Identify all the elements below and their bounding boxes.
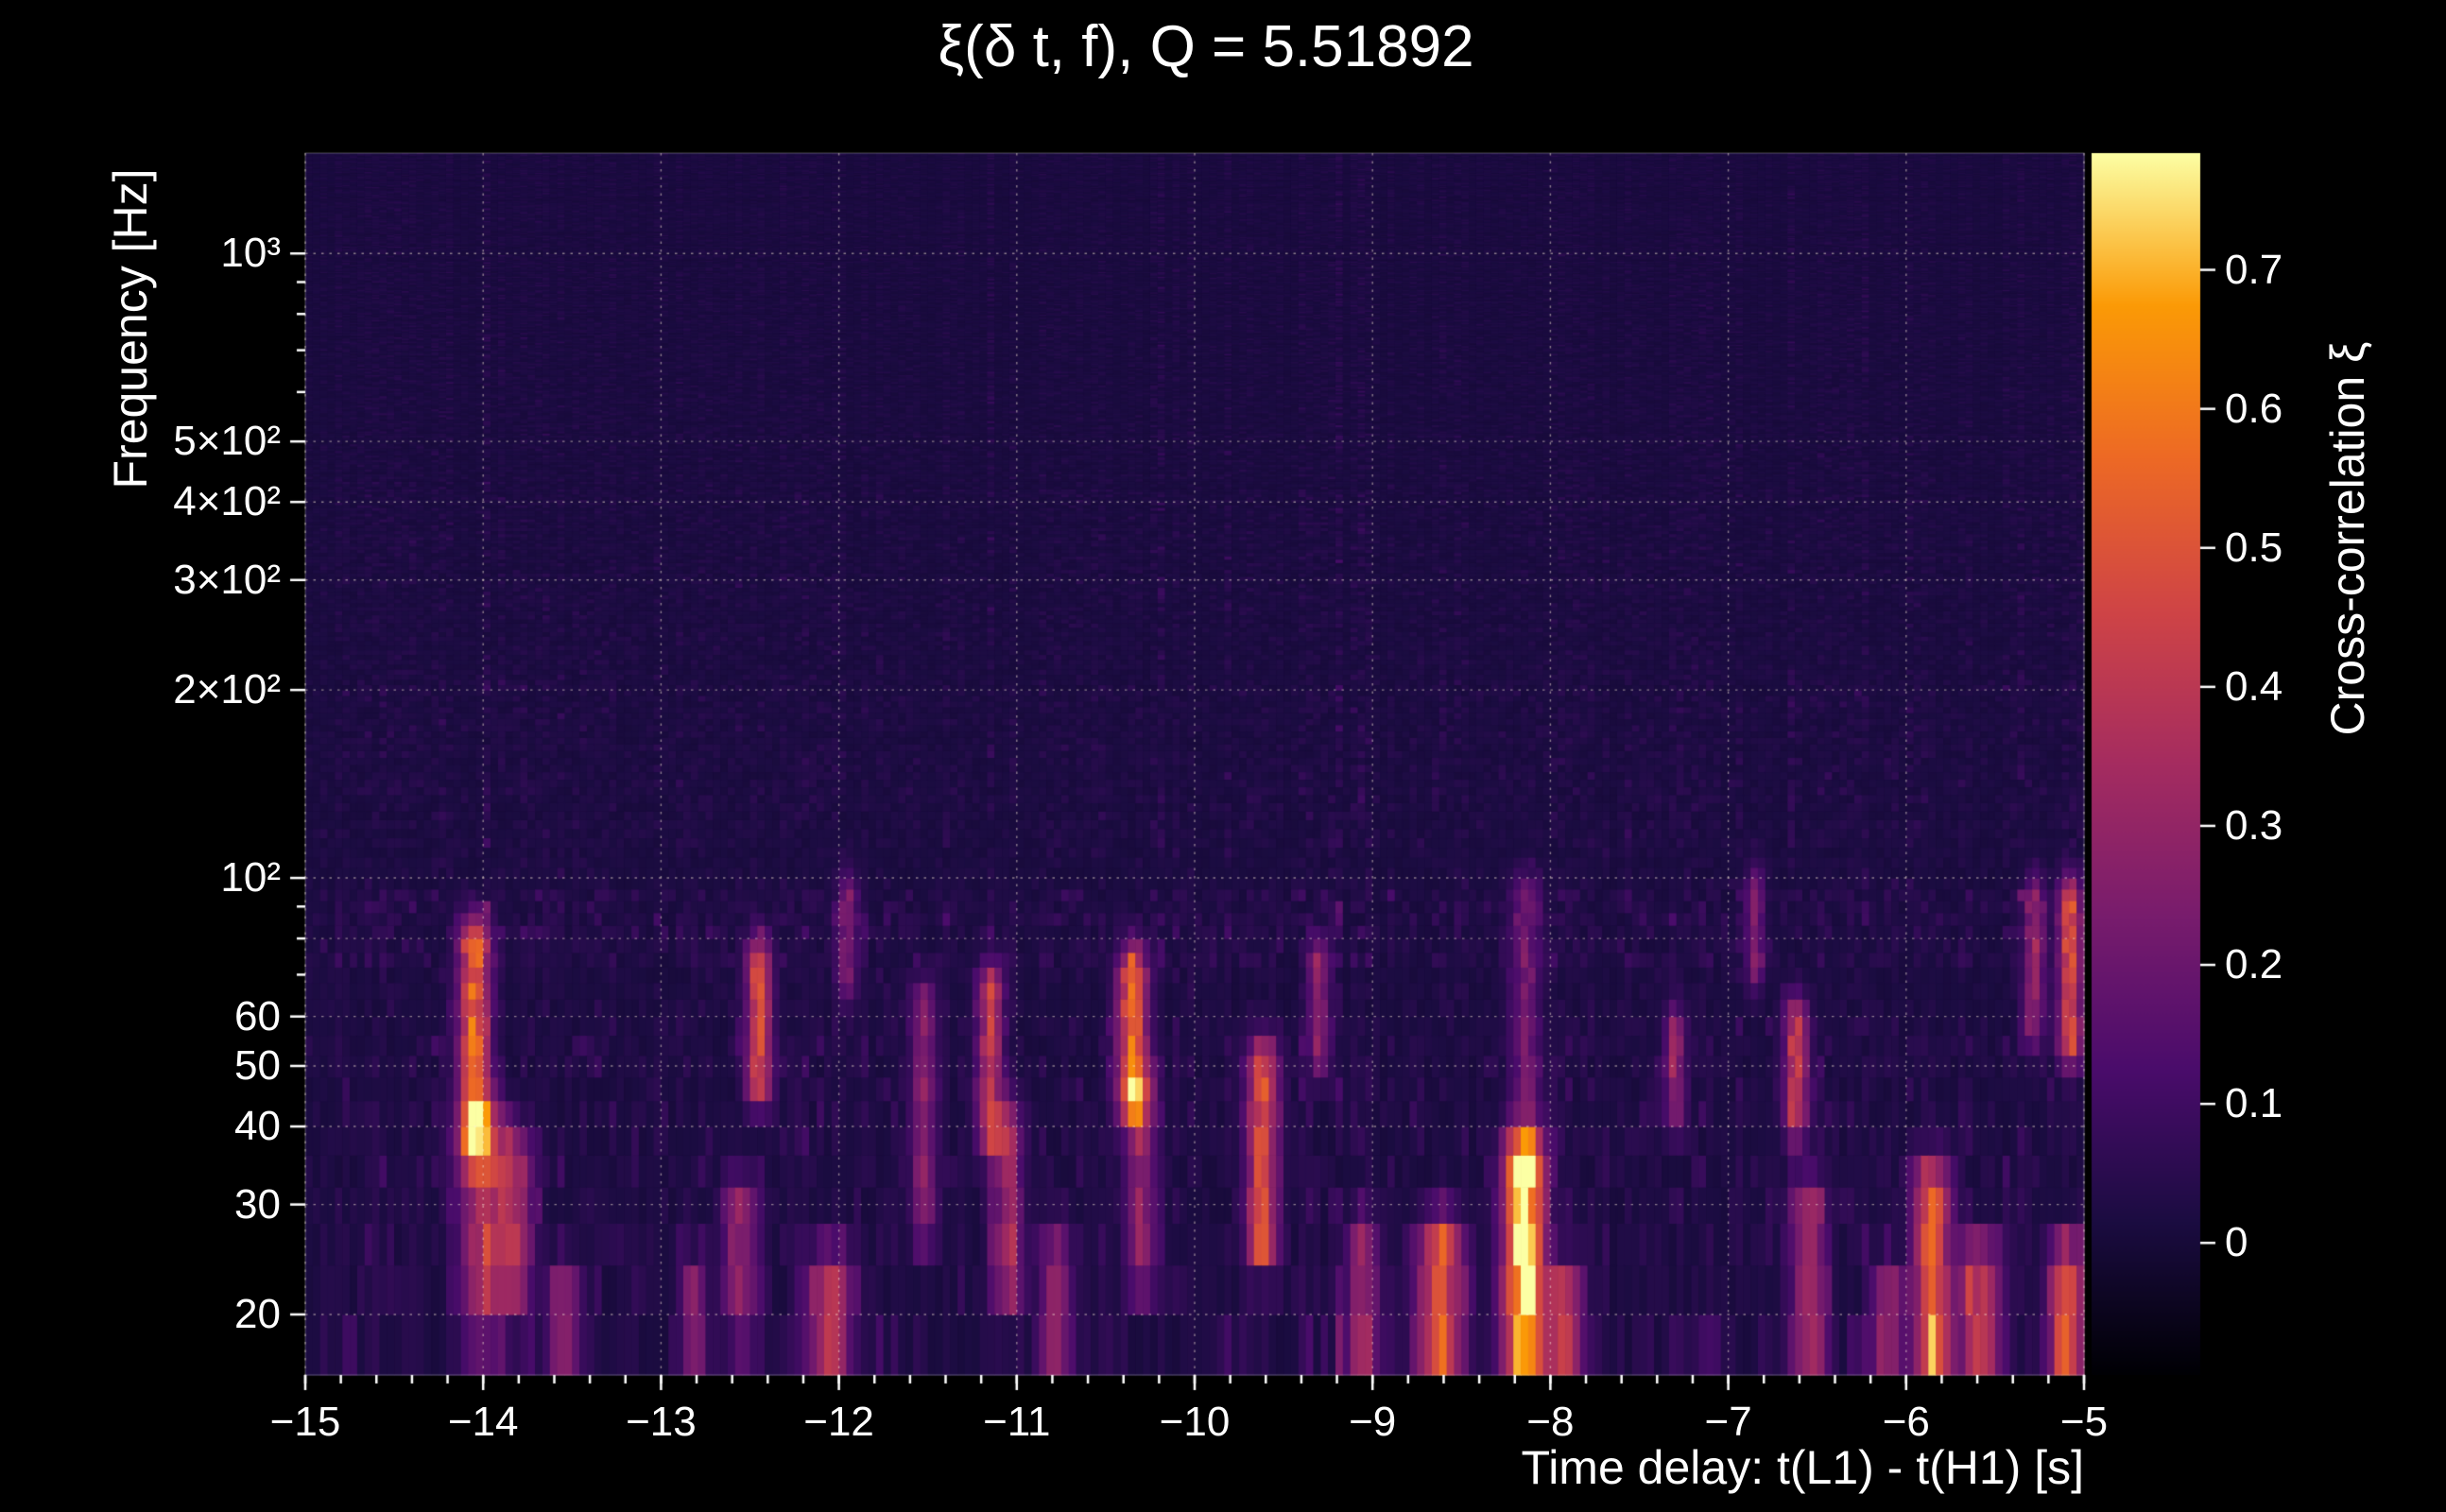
x-tick-label: −5 bbox=[2059, 1399, 2109, 1445]
y-tick-label: 50 bbox=[234, 1041, 281, 1089]
y-tick-label: 4×10² bbox=[173, 478, 281, 525]
colorbar-tick-label: 0 bbox=[2225, 1219, 2248, 1266]
y-tick-label: 3×10² bbox=[173, 556, 281, 603]
x-tick-label: −8 bbox=[1526, 1399, 1575, 1445]
y-tick-label: 30 bbox=[234, 1180, 281, 1228]
colorbar-tick-label: 0.6 bbox=[2225, 385, 2283, 432]
y-tick-label: 5×10² bbox=[173, 418, 281, 465]
x-tick-label: −10 bbox=[1159, 1399, 1231, 1445]
colorbar-tick-label: 0.7 bbox=[2225, 246, 2283, 293]
y-tick-label: 60 bbox=[234, 992, 281, 1040]
x-axis-title: Time delay: t(L1) - t(H1) [s] bbox=[1521, 1441, 2084, 1494]
y-tick-label: 10³ bbox=[220, 230, 281, 277]
colorbar-tick-label: 0.5 bbox=[2225, 524, 2283, 571]
y-tick-label: 2×10² bbox=[173, 666, 281, 713]
x-tick-label: −15 bbox=[269, 1399, 341, 1445]
x-tick-label: −9 bbox=[1349, 1399, 1397, 1445]
colorbar-tick-label: 0.4 bbox=[2225, 662, 2283, 710]
colorbar-tick-label: 0.2 bbox=[2225, 941, 2283, 988]
y-tick-label: 40 bbox=[234, 1103, 281, 1150]
x-tick-label: −13 bbox=[626, 1399, 697, 1445]
x-tick-label: −11 bbox=[983, 1399, 1051, 1445]
y-tick-label: 10² bbox=[220, 854, 281, 902]
y-tick-label: 20 bbox=[234, 1290, 281, 1337]
chart-title: ξ(δ t, f), Q = 5.51892 bbox=[938, 14, 1474, 79]
x-tick-label: −14 bbox=[447, 1399, 519, 1445]
colorbar-tick-label: 0.1 bbox=[2225, 1080, 2283, 1127]
x-tick-label: −12 bbox=[803, 1399, 874, 1445]
x-tick-label: −6 bbox=[1882, 1399, 1930, 1445]
x-tick-label: −7 bbox=[1704, 1399, 1752, 1445]
colorbar-tick-label: 0.3 bbox=[2225, 801, 2283, 849]
